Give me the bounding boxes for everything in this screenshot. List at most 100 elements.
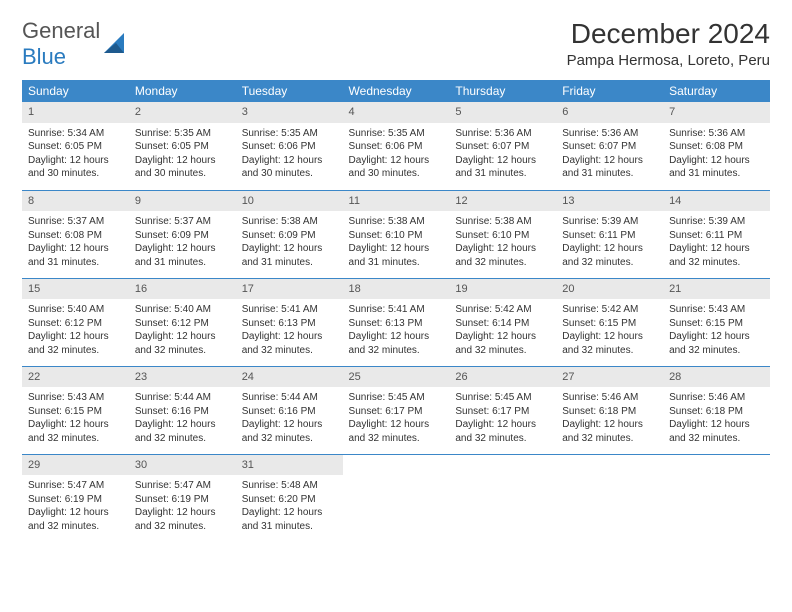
daylight-text: and 31 minutes. xyxy=(135,256,230,270)
daylight-text: Daylight: 12 hours xyxy=(135,418,230,432)
day-content: Sunrise: 5:40 AMSunset: 6:12 PMDaylight:… xyxy=(129,299,236,363)
weekday-header: Thursday xyxy=(449,80,556,102)
sunrise-text: Sunrise: 5:47 AM xyxy=(28,479,123,493)
sunrise-text: Sunrise: 5:38 AM xyxy=(349,215,444,229)
calendar-day-cell: 2Sunrise: 5:35 AMSunset: 6:05 PMDaylight… xyxy=(129,102,236,190)
sunrise-text: Sunrise: 5:41 AM xyxy=(349,303,444,317)
day-number: 27 xyxy=(556,367,663,388)
day-number: 16 xyxy=(129,279,236,300)
daylight-text: and 31 minutes. xyxy=(562,167,657,181)
daylight-text: and 32 minutes. xyxy=(669,344,764,358)
daylight-text: Daylight: 12 hours xyxy=(562,242,657,256)
weekday-header-row: Sunday Monday Tuesday Wednesday Thursday… xyxy=(22,80,770,102)
daylight-text: and 32 minutes. xyxy=(28,520,123,534)
sunset-text: Sunset: 6:12 PM xyxy=(135,317,230,331)
daylight-text: Daylight: 12 hours xyxy=(28,242,123,256)
title-block: December 2024 Pampa Hermosa, Loreto, Per… xyxy=(567,18,770,69)
day-content: Sunrise: 5:47 AMSunset: 6:19 PMDaylight:… xyxy=(129,475,236,539)
sunrise-text: Sunrise: 5:42 AM xyxy=(562,303,657,317)
daylight-text: Daylight: 12 hours xyxy=(135,242,230,256)
calendar-day-cell: 24Sunrise: 5:44 AMSunset: 6:16 PMDayligh… xyxy=(236,366,343,454)
calendar-day-cell: 13Sunrise: 5:39 AMSunset: 6:11 PMDayligh… xyxy=(556,190,663,278)
daylight-text: and 31 minutes. xyxy=(669,167,764,181)
sunset-text: Sunset: 6:08 PM xyxy=(669,140,764,154)
day-content: Sunrise: 5:48 AMSunset: 6:20 PMDaylight:… xyxy=(236,475,343,539)
calendar-day-cell: 17Sunrise: 5:41 AMSunset: 6:13 PMDayligh… xyxy=(236,278,343,366)
daylight-text: Daylight: 12 hours xyxy=(669,418,764,432)
day-content: Sunrise: 5:46 AMSunset: 6:18 PMDaylight:… xyxy=(556,387,663,451)
daylight-text: Daylight: 12 hours xyxy=(455,242,550,256)
daylight-text: and 32 minutes. xyxy=(349,344,444,358)
daylight-text: Daylight: 12 hours xyxy=(242,242,337,256)
sunset-text: Sunset: 6:09 PM xyxy=(135,229,230,243)
daylight-text: and 32 minutes. xyxy=(455,256,550,270)
day-content: Sunrise: 5:40 AMSunset: 6:12 PMDaylight:… xyxy=(22,299,129,363)
calendar-day-cell: 25Sunrise: 5:45 AMSunset: 6:17 PMDayligh… xyxy=(343,366,450,454)
sunset-text: Sunset: 6:14 PM xyxy=(455,317,550,331)
daylight-text: Daylight: 12 hours xyxy=(562,154,657,168)
daylight-text: Daylight: 12 hours xyxy=(28,418,123,432)
day-content: Sunrise: 5:39 AMSunset: 6:11 PMDaylight:… xyxy=(663,211,770,275)
sunrise-text: Sunrise: 5:36 AM xyxy=(669,127,764,141)
day-number: 21 xyxy=(663,279,770,300)
day-number: 22 xyxy=(22,367,129,388)
sunset-text: Sunset: 6:15 PM xyxy=(28,405,123,419)
calendar-day-cell: 26Sunrise: 5:45 AMSunset: 6:17 PMDayligh… xyxy=(449,366,556,454)
day-content: Sunrise: 5:36 AMSunset: 6:07 PMDaylight:… xyxy=(556,123,663,187)
calendar-day-cell: .. xyxy=(343,454,450,542)
day-number: 1 xyxy=(22,102,129,123)
daylight-text: and 32 minutes. xyxy=(135,344,230,358)
sunrise-text: Sunrise: 5:46 AM xyxy=(669,391,764,405)
sunset-text: Sunset: 6:11 PM xyxy=(669,229,764,243)
daylight-text: and 32 minutes. xyxy=(349,432,444,446)
daylight-text: and 32 minutes. xyxy=(28,344,123,358)
day-content: Sunrise: 5:45 AMSunset: 6:17 PMDaylight:… xyxy=(343,387,450,451)
month-title: December 2024 xyxy=(567,18,770,50)
sunset-text: Sunset: 6:16 PM xyxy=(135,405,230,419)
day-number: 19 xyxy=(449,279,556,300)
calendar-day-cell: 7Sunrise: 5:36 AMSunset: 6:08 PMDaylight… xyxy=(663,102,770,190)
sunset-text: Sunset: 6:12 PM xyxy=(28,317,123,331)
calendar-day-cell: 30Sunrise: 5:47 AMSunset: 6:19 PMDayligh… xyxy=(129,454,236,542)
calendar-day-cell: 31Sunrise: 5:48 AMSunset: 6:20 PMDayligh… xyxy=(236,454,343,542)
calendar-week-row: 1Sunrise: 5:34 AMSunset: 6:05 PMDaylight… xyxy=(22,102,770,190)
sunrise-text: Sunrise: 5:35 AM xyxy=(349,127,444,141)
calendar-day-cell: 6Sunrise: 5:36 AMSunset: 6:07 PMDaylight… xyxy=(556,102,663,190)
daylight-text: Daylight: 12 hours xyxy=(455,330,550,344)
day-content: Sunrise: 5:38 AMSunset: 6:09 PMDaylight:… xyxy=(236,211,343,275)
day-content: Sunrise: 5:43 AMSunset: 6:15 PMDaylight:… xyxy=(663,299,770,363)
daylight-text: Daylight: 12 hours xyxy=(28,154,123,168)
calendar-week-row: 8Sunrise: 5:37 AMSunset: 6:08 PMDaylight… xyxy=(22,190,770,278)
daylight-text: and 30 minutes. xyxy=(135,167,230,181)
sunset-text: Sunset: 6:13 PM xyxy=(242,317,337,331)
day-content: Sunrise: 5:34 AMSunset: 6:05 PMDaylight:… xyxy=(22,123,129,187)
daylight-text: Daylight: 12 hours xyxy=(669,154,764,168)
sunset-text: Sunset: 6:17 PM xyxy=(349,405,444,419)
sunrise-text: Sunrise: 5:36 AM xyxy=(455,127,550,141)
day-number: 6 xyxy=(556,102,663,123)
weekday-header: Sunday xyxy=(22,80,129,102)
weekday-header: Tuesday xyxy=(236,80,343,102)
day-content: Sunrise: 5:44 AMSunset: 6:16 PMDaylight:… xyxy=(129,387,236,451)
calendar-day-cell: 16Sunrise: 5:40 AMSunset: 6:12 PMDayligh… xyxy=(129,278,236,366)
calendar-day-cell: 10Sunrise: 5:38 AMSunset: 6:09 PMDayligh… xyxy=(236,190,343,278)
sunset-text: Sunset: 6:07 PM xyxy=(455,140,550,154)
sunset-text: Sunset: 6:06 PM xyxy=(242,140,337,154)
calendar-day-cell: 1Sunrise: 5:34 AMSunset: 6:05 PMDaylight… xyxy=(22,102,129,190)
sunset-text: Sunset: 6:20 PM xyxy=(242,493,337,507)
calendar-day-cell: .. xyxy=(556,454,663,542)
daylight-text: and 30 minutes. xyxy=(28,167,123,181)
sunset-text: Sunset: 6:10 PM xyxy=(455,229,550,243)
daylight-text: and 31 minutes. xyxy=(242,520,337,534)
sunrise-text: Sunrise: 5:46 AM xyxy=(562,391,657,405)
day-number: 26 xyxy=(449,367,556,388)
day-content: Sunrise: 5:35 AMSunset: 6:05 PMDaylight:… xyxy=(129,123,236,187)
sunset-text: Sunset: 6:11 PM xyxy=(562,229,657,243)
calendar-day-cell: 23Sunrise: 5:44 AMSunset: 6:16 PMDayligh… xyxy=(129,366,236,454)
day-content: Sunrise: 5:43 AMSunset: 6:15 PMDaylight:… xyxy=(22,387,129,451)
sunset-text: Sunset: 6:05 PM xyxy=(135,140,230,154)
day-number: 12 xyxy=(449,191,556,212)
day-content: Sunrise: 5:35 AMSunset: 6:06 PMDaylight:… xyxy=(343,123,450,187)
day-number: 13 xyxy=(556,191,663,212)
day-content: Sunrise: 5:42 AMSunset: 6:15 PMDaylight:… xyxy=(556,299,663,363)
